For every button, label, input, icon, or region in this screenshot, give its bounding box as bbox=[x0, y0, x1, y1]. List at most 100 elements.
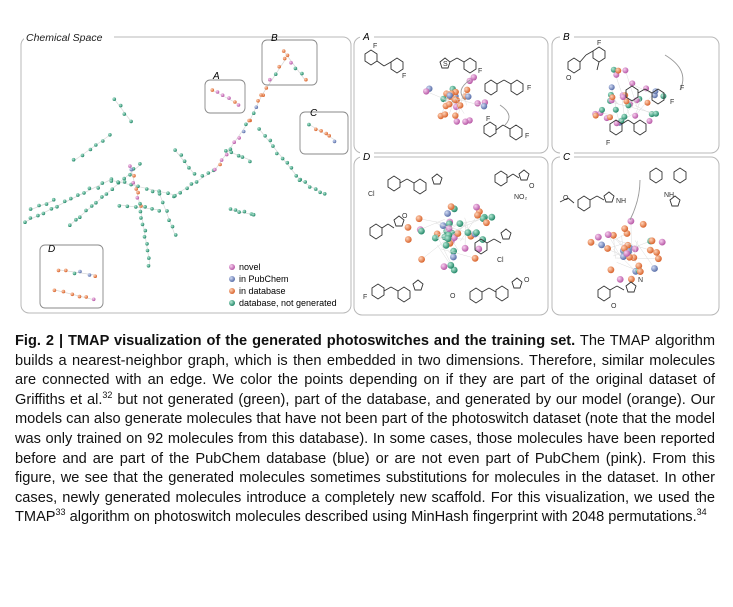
tree-point bbox=[122, 176, 126, 181]
tree-point bbox=[138, 162, 142, 166]
tree-point bbox=[189, 182, 194, 186]
tree-point bbox=[134, 205, 138, 209]
cluster-point bbox=[446, 92, 453, 99]
cluster-point bbox=[610, 66, 617, 73]
tree-point bbox=[143, 228, 148, 233]
panel-c-sub-n1: N bbox=[638, 277, 643, 284]
cluster-point bbox=[621, 113, 628, 120]
cluster-point bbox=[658, 238, 666, 246]
tree-point bbox=[194, 180, 199, 184]
panel-a-molecules bbox=[364, 49, 524, 141]
tree-point bbox=[78, 269, 82, 274]
tree-point bbox=[150, 189, 155, 194]
tree-point bbox=[122, 112, 127, 116]
tree-point bbox=[314, 127, 318, 132]
tree-point bbox=[228, 147, 233, 151]
cluster-point bbox=[643, 85, 650, 92]
tree-point bbox=[242, 209, 247, 214]
cluster-point bbox=[404, 236, 412, 243]
panel-c-cluster bbox=[587, 217, 666, 283]
tree-point bbox=[41, 211, 46, 216]
tree-point bbox=[200, 174, 205, 178]
tree-point bbox=[64, 268, 68, 273]
tree-point bbox=[307, 185, 312, 189]
panel-c-label: C bbox=[563, 152, 571, 163]
tree-point bbox=[294, 174, 299, 178]
tree-point bbox=[147, 256, 151, 260]
cluster-point bbox=[418, 256, 425, 263]
tree-point bbox=[112, 97, 117, 101]
tree-point bbox=[89, 204, 94, 208]
legend-label-not-generated: database, not generated bbox=[239, 298, 337, 308]
tree-edge bbox=[436, 223, 461, 237]
tree-point bbox=[236, 153, 241, 158]
caption-ref-34[interactable]: 34 bbox=[696, 507, 707, 518]
tree-edge bbox=[114, 99, 131, 121]
panel-c-sub-nh1: NH bbox=[616, 198, 626, 205]
tree-point bbox=[206, 171, 211, 175]
cluster-point bbox=[447, 261, 455, 269]
tree-point bbox=[80, 153, 85, 158]
tree-point bbox=[91, 297, 96, 302]
tree-edge bbox=[261, 59, 286, 96]
cluster-point bbox=[431, 234, 439, 242]
caption-ref-32[interactable]: 32 bbox=[102, 389, 113, 400]
legend: novel in PubChem in database database, n… bbox=[229, 262, 337, 308]
tree-point bbox=[285, 53, 290, 58]
tree-point bbox=[213, 167, 217, 172]
cluster-point bbox=[450, 253, 457, 261]
cluster-point bbox=[450, 247, 457, 255]
tree-point bbox=[118, 103, 123, 108]
tree-edge bbox=[421, 224, 466, 260]
tree-point bbox=[62, 199, 67, 204]
panel-b-cluster bbox=[592, 66, 667, 127]
cluster-point bbox=[653, 110, 659, 117]
cluster-point bbox=[473, 203, 480, 211]
tree-point bbox=[69, 196, 73, 201]
tree-edge bbox=[54, 289, 96, 301]
cluster-point bbox=[628, 275, 635, 283]
tree-point bbox=[117, 204, 122, 208]
tree-point bbox=[100, 181, 105, 185]
cluster-point bbox=[450, 266, 458, 274]
tree-point bbox=[100, 195, 104, 199]
tree-point bbox=[36, 213, 40, 218]
cluster-point bbox=[475, 245, 483, 253]
panel-b-sub-f4: F bbox=[606, 140, 610, 147]
tree-point bbox=[273, 72, 278, 76]
tree-point bbox=[289, 166, 294, 170]
tree-point bbox=[324, 131, 329, 136]
tree-point bbox=[275, 151, 279, 156]
chemical-space-title: Chemical Space bbox=[26, 32, 103, 44]
tree-point bbox=[166, 191, 170, 195]
tree-point bbox=[173, 233, 178, 237]
cluster-point bbox=[604, 231, 612, 239]
panel-b-sub-f3: F bbox=[670, 99, 674, 106]
tree-point bbox=[128, 172, 132, 177]
panel-b-sub-o1: O bbox=[566, 75, 572, 82]
panel-d-sub-o4: O bbox=[524, 277, 530, 284]
caption-ref-33[interactable]: 33 bbox=[55, 507, 66, 518]
tree-point bbox=[182, 159, 187, 163]
cluster-point bbox=[418, 227, 425, 235]
tree-point bbox=[178, 190, 182, 195]
tree-point bbox=[218, 162, 222, 167]
cluster-point bbox=[644, 99, 651, 106]
callout-label-c: C bbox=[310, 108, 318, 119]
tree-point bbox=[125, 204, 130, 209]
cluster-point bbox=[456, 220, 464, 228]
chemical-space-panel: Chemical Space A B C D novel in PubChem … bbox=[20, 31, 352, 314]
tree-point bbox=[70, 292, 75, 297]
cluster-point bbox=[608, 84, 615, 91]
tree-point bbox=[142, 235, 147, 239]
tree-point bbox=[61, 289, 66, 294]
tree-point bbox=[224, 149, 228, 153]
tree-point bbox=[237, 136, 241, 140]
tree-point bbox=[237, 210, 241, 214]
cluster-point bbox=[446, 101, 453, 108]
panel-b-molecules bbox=[567, 46, 684, 136]
cluster-point bbox=[474, 100, 481, 107]
tree-edge bbox=[419, 218, 442, 224]
cluster-point bbox=[609, 94, 616, 101]
tree-point bbox=[300, 71, 304, 76]
